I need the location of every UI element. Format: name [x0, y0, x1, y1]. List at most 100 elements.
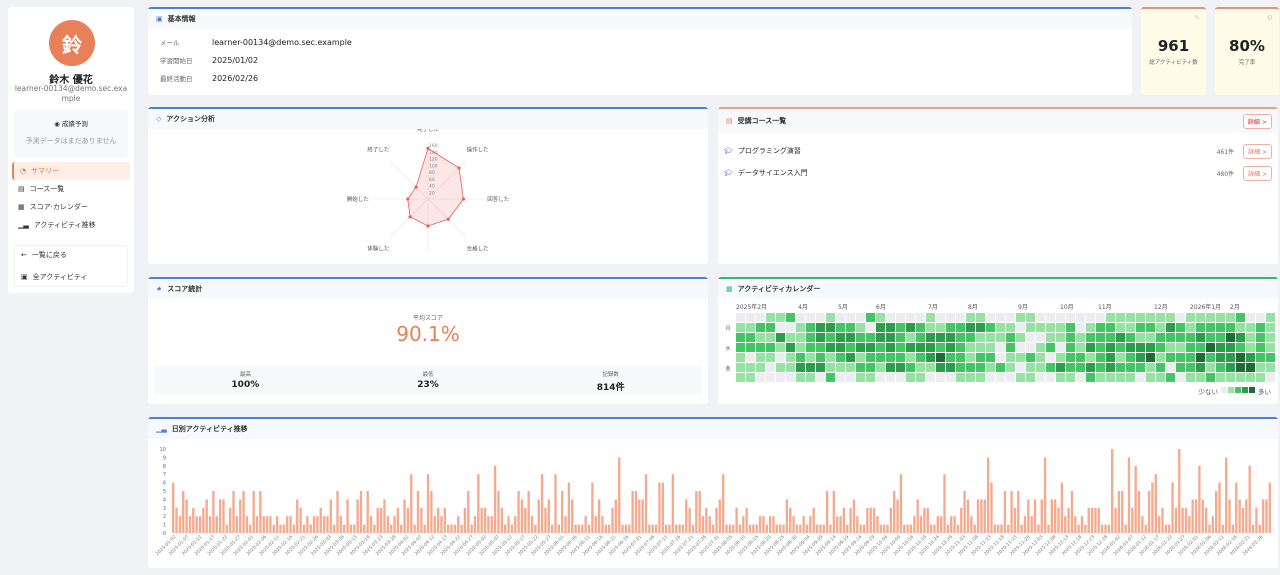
panel-header: ★ スコア統計 [148, 277, 708, 299]
daily-activity-panel: ▁▃ 日別アクティビティ推移 0 1 2 3 4 5 6 7 8 9 10 2025-01-02 2025… [148, 417, 1278, 568]
nav-item-activity-trend[interactable]: ▁▃ アクティビティ推移 [12, 216, 130, 234]
course-item[interactable]: 🎓︎ データサイエンス入門 480件 詳細 > [724, 165, 1272, 181]
radar-axis-label: 合格した [467, 245, 489, 253]
bar [1013, 507, 1017, 533]
bar [1178, 449, 1181, 533]
calendar-cell [1166, 363, 1175, 372]
calendar-cell [1096, 333, 1105, 342]
course-detail-button[interactable]: 詳細 > [1243, 165, 1272, 181]
calendar-cell [1066, 363, 1075, 372]
bar [1033, 499, 1037, 533]
calendar-cell [1136, 333, 1145, 342]
course-detail-button[interactable]: 詳細 > [1243, 143, 1272, 159]
bar [735, 507, 738, 533]
calendar-cell [866, 373, 875, 382]
stat-completion-rate: ⚙ 80% 完了率 [1215, 7, 1279, 95]
basic-info-panel: ▣ 基本情報 メール learner-00134@demo.sec.example … [148, 7, 1132, 95]
calendar-cell [1076, 353, 1085, 362]
calendar-cell [1226, 373, 1235, 382]
bar [607, 524, 611, 533]
calendar-cell [1026, 373, 1035, 382]
calendar-cell [1196, 343, 1205, 352]
bar [389, 524, 393, 533]
calendar-cell [836, 353, 845, 362]
y-tick-label: 6 [163, 481, 166, 487]
all-activity-link[interactable]: ▣ 全アクティビティ [15, 268, 127, 286]
bar [215, 516, 218, 533]
calendar-cell [966, 333, 975, 342]
brain-icon: ◉ [54, 120, 62, 128]
calendar-cell [756, 333, 765, 342]
bar [708, 516, 711, 533]
nav-item-courses[interactable]: ▤ コース一覧 [12, 180, 130, 198]
calendar-cell [1196, 353, 1205, 362]
calendar-cell [1116, 333, 1125, 342]
bar [376, 507, 379, 533]
calendar-cell [736, 333, 745, 342]
bar [587, 524, 591, 533]
calendar-cell [1256, 373, 1265, 382]
calendar-cell [1096, 313, 1105, 322]
calendar-cell [1116, 373, 1125, 382]
calendar-cell [1186, 313, 1195, 322]
calendar-cell [1056, 313, 1065, 322]
bar [225, 524, 229, 533]
y-tick-label: 1 [163, 523, 166, 529]
calendar-cell [1076, 363, 1085, 372]
stat-value: 961 [1157, 37, 1190, 55]
bar [762, 516, 765, 533]
calendar-cell [1016, 353, 1025, 362]
bar [416, 491, 420, 533]
calendar-cell [1016, 373, 1025, 382]
calendar-cell [1036, 363, 1045, 372]
bar [316, 516, 319, 533]
bar [909, 524, 913, 533]
calendar-cell [746, 333, 755, 342]
calendar-cell [896, 323, 905, 332]
calendar-cell [1116, 363, 1125, 372]
bar [698, 491, 701, 533]
line-chart-icon: ▁▃ [156, 425, 167, 433]
calendar-cell [1056, 323, 1065, 332]
bar [1154, 474, 1157, 533]
calendar-cell [1016, 323, 1025, 332]
panel-header: ▦ アクティビティカレンダー [718, 277, 1278, 299]
bar [1151, 482, 1154, 533]
stat-label: 完了率 [1238, 60, 1256, 66]
calendar-cell [1146, 333, 1155, 342]
bar [259, 491, 262, 533]
bar [172, 482, 175, 533]
info-label: 学習開始日 [160, 57, 193, 65]
calendar-cell [816, 353, 825, 362]
bar [913, 516, 916, 533]
nav-item-score-calendar[interactable]: ▦ スコア·カレンダー [12, 198, 130, 216]
courses-detail-button[interactable]: 詳細 > [1242, 113, 1272, 129]
nav-item-summary[interactable]: ◔ サマリー [12, 162, 130, 180]
calendar-cell [1076, 313, 1085, 322]
calendar-cell [1186, 343, 1195, 352]
panel-title: アクティビティカレンダー [737, 285, 821, 293]
info-label: メール [160, 39, 180, 47]
bar [336, 491, 339, 533]
back-to-list-link[interactable]: ← 一覧に戻る [15, 246, 127, 264]
calendar-cell [876, 343, 885, 352]
panel-title: 受講コース一覧 [737, 117, 787, 125]
calendar-cell [1206, 363, 1215, 372]
bar [188, 516, 192, 533]
bar [1161, 507, 1164, 533]
bar [1231, 524, 1235, 533]
course-item[interactable]: 🎓︎ プログラミング演習 461件 詳細 > [724, 143, 1272, 159]
bar [815, 524, 819, 533]
calendar-cell [1226, 363, 1235, 372]
bar [1064, 516, 1067, 533]
calendar-cell [836, 373, 845, 382]
bar [802, 516, 805, 533]
calendar-cell [916, 373, 925, 382]
calendar-cell [976, 313, 985, 322]
calendar-month-label: 9月 [1018, 304, 1028, 311]
bar [275, 516, 279, 533]
user-email: learner-00134@demo.sec.example [14, 84, 128, 103]
bar [1107, 524, 1111, 533]
bar [758, 516, 762, 533]
calendar-cell [1146, 373, 1155, 382]
